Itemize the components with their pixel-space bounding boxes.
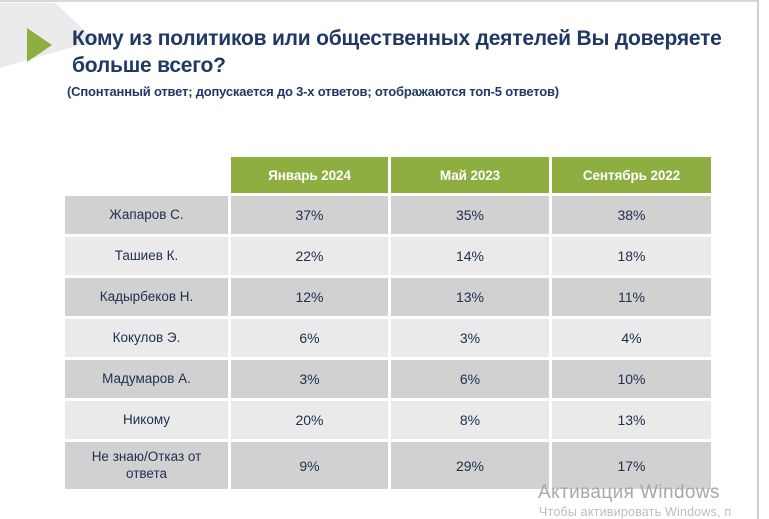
row-label: Никому	[65, 401, 228, 439]
row-label: Ташиев К.	[65, 237, 228, 275]
cell-value: 20%	[231, 401, 388, 439]
cell-value: 3%	[231, 360, 388, 398]
cell-value: 13%	[552, 401, 711, 439]
cell-value: 38%	[552, 196, 711, 234]
cell-value: 3%	[391, 319, 549, 357]
cell-value: 35%	[391, 196, 549, 234]
cell-value: 4%	[552, 319, 711, 357]
cell-value: 14%	[391, 237, 549, 275]
cell-value: 6%	[231, 319, 388, 357]
slide-subtitle: (Спонтанный ответ; допускается до 3-х от…	[67, 84, 559, 99]
cell-value: 11%	[552, 278, 711, 316]
trust-survey-table: Январь 2024 Май 2023 Сентябрь 2022 Жапар…	[65, 157, 711, 489]
cell-value: 18%	[552, 237, 711, 275]
cell-value: 10%	[552, 360, 711, 398]
cell-value: 13%	[391, 278, 549, 316]
row-label: Мадумаров А.	[65, 360, 228, 398]
cell-value: 9%	[231, 442, 388, 489]
row-label: Кадырбеков Н.	[65, 278, 228, 316]
table-corner-cell	[65, 157, 228, 193]
cell-value: 22%	[231, 237, 388, 275]
column-header-may-2023: Май 2023	[391, 157, 549, 193]
slide-top-edge	[0, 0, 758, 2]
windows-activation-watermark-subtitle: Чтобы активировать Windows, п	[539, 505, 732, 519]
cell-value: 6%	[391, 360, 549, 398]
column-header-jan-2024: Январь 2024	[231, 157, 388, 193]
row-label: Кокулов Э.	[65, 319, 228, 357]
cell-value: 12%	[231, 278, 388, 316]
windows-activation-watermark-title: Активация Windows	[538, 482, 720, 503]
cell-value: 8%	[391, 401, 549, 439]
cell-value: 29%	[391, 442, 549, 489]
row-label: Жапаров С.	[65, 196, 228, 234]
row-label: Не знаю/Отказ от ответа	[65, 442, 228, 489]
column-header-sep-2022: Сентябрь 2022	[552, 157, 711, 193]
cell-value: 37%	[231, 196, 388, 234]
slide-title: Кому из политиков или общественных деяте…	[72, 27, 722, 77]
cell-value: 17%	[552, 442, 711, 489]
slide-right-edge	[757, 0, 759, 519]
